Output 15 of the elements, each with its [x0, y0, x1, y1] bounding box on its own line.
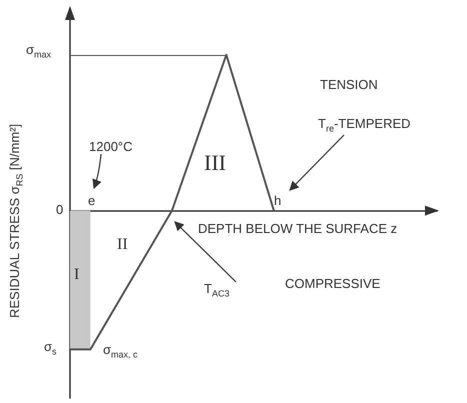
annotation: TENSION [320, 77, 378, 92]
annotation: 1200°C [89, 139, 133, 154]
annotation: e [88, 193, 96, 208]
annotation: σ$_{max, c}$ [103, 342, 138, 360]
annotation: II [117, 236, 128, 253]
annotation: T$_{AC3}$ [204, 281, 230, 299]
x-axis-title: DEPTH BELOW THE SURFACE z [198, 221, 398, 236]
text: σ$_{s}$ [44, 339, 57, 357]
annotation: I [74, 266, 80, 283]
annotation: T$_{re}$-TEMPERED [318, 116, 411, 134]
annotation: h [274, 193, 282, 208]
annotation: III [204, 150, 226, 175]
ref-line-label: σ$_{max}$ [26, 42, 52, 60]
annotation: COMPRESSIVE [285, 276, 380, 291]
text: 0 [56, 202, 64, 217]
